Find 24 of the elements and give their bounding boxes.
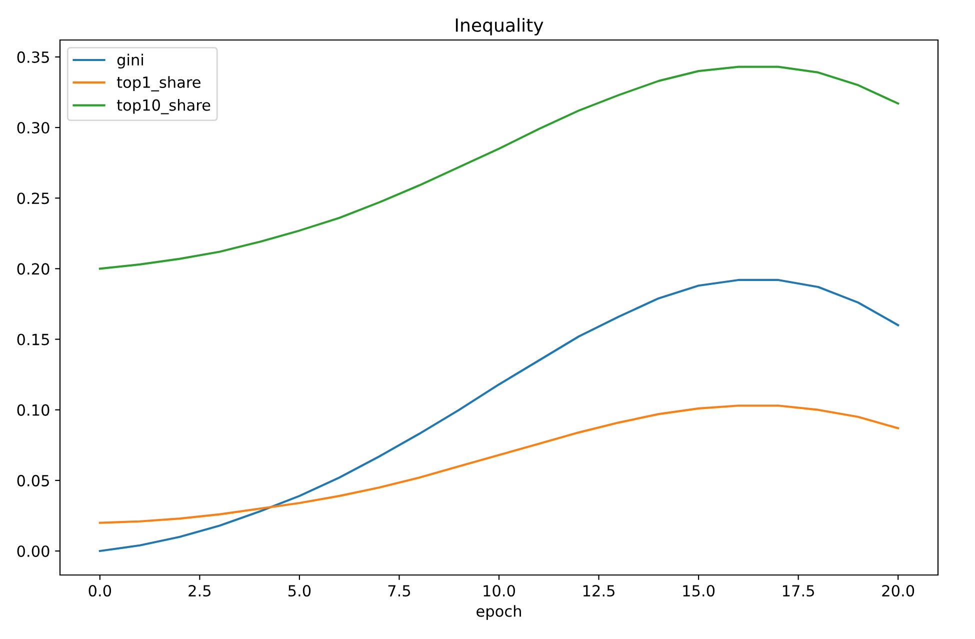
y-tick-label: 0.00 — [17, 545, 50, 558]
x-tick-label: 17.5 — [782, 585, 814, 597]
x-tick-label: 12.5 — [583, 584, 614, 597]
x-tick-label: 7.5 — [388, 585, 410, 597]
x-tick-label: 2.5 — [188, 584, 210, 597]
y-tick-label: 0.10 — [17, 404, 50, 416]
y-tick-label: 0.30 — [17, 122, 50, 134]
x-tick-label: 0.0 — [88, 584, 112, 597]
legend-label: top1_share — [116, 76, 200, 92]
x-tick-label: 10.0 — [484, 584, 515, 597]
chart-title: Inequality — [456, 18, 544, 36]
y-tick-label: 0.35 — [17, 51, 49, 63]
x-axis-title: epoch — [476, 605, 521, 620]
line-series — [98, 404, 900, 524]
x-tick-label: 5.0 — [288, 584, 311, 597]
y-tick-label: 0.20 — [17, 263, 50, 275]
x-tick-label: 20.0 — [882, 584, 914, 597]
y-tick-label: 0.25 — [17, 192, 49, 204]
x-tick-label: 15.0 — [683, 584, 715, 597]
legend-label: top10_share — [116, 99, 210, 114]
line-series — [98, 278, 900, 552]
y-tick-label: 0.15 — [17, 334, 49, 346]
legend-label: gini — [117, 54, 143, 69]
y-tick-label: 0.05 — [17, 474, 49, 486]
